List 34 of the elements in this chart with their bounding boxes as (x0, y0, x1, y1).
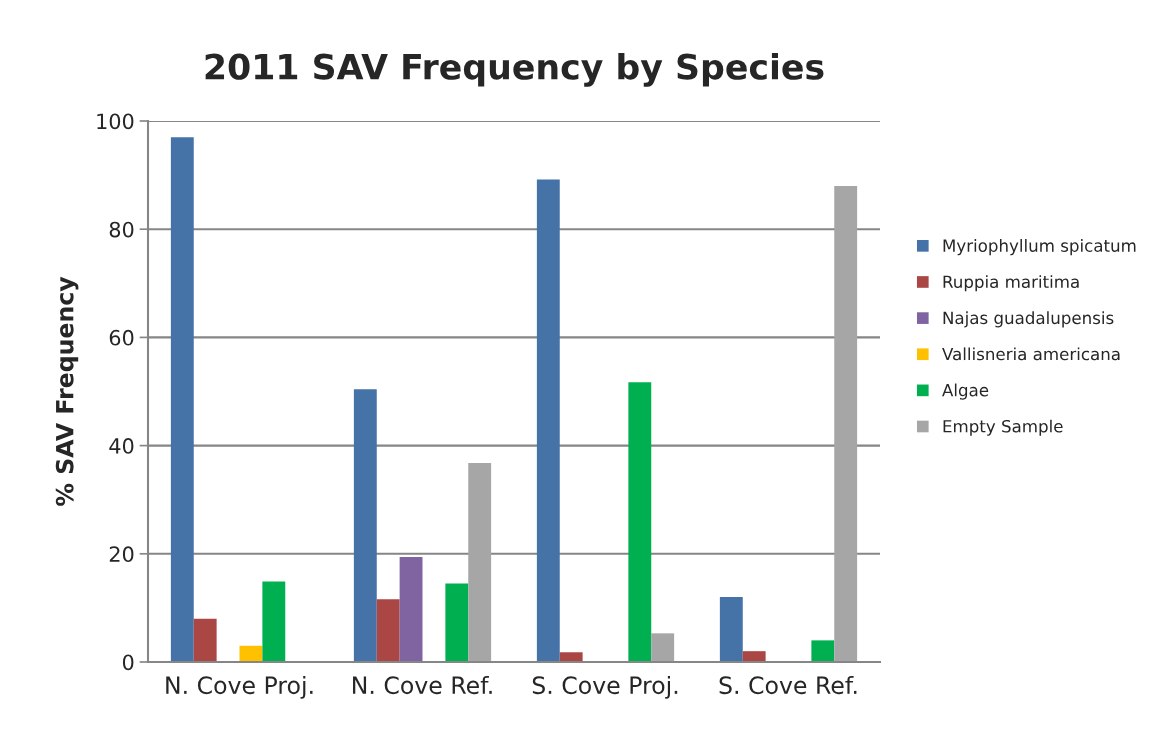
x-tick-label: S. Cove Ref. (719, 675, 857, 695)
y-tick-label: 0 (122, 654, 134, 671)
legend-label: Vallisneria americana (942, 347, 1120, 361)
bar (399, 557, 423, 662)
chart-title: 2011 SAV Frequency by Species (205, 52, 824, 87)
bar (170, 137, 194, 662)
y-axis-title: % SAV Frequency (55, 276, 79, 506)
bar (559, 652, 583, 662)
y-tick-label: 80 (109, 221, 134, 238)
legend-label: Algae (942, 383, 989, 400)
bar (445, 583, 469, 662)
bar (834, 185, 858, 662)
bar (468, 462, 492, 662)
bar (651, 633, 675, 662)
y-tick-label: 60 (109, 329, 134, 346)
y-tick-label: 20 (109, 546, 134, 563)
legend-label: Ruppia maritima (943, 275, 1079, 292)
legend-label: Empty Sample (943, 419, 1063, 436)
y-tick-label: 40 (109, 438, 134, 454)
x-tick-label: N. Cove Ref. (353, 675, 492, 695)
bar (742, 651, 766, 662)
bar (193, 618, 217, 662)
x-tick-label: S. Cove Proj. (532, 675, 678, 699)
bar (719, 597, 743, 662)
bar (262, 581, 286, 662)
legend-label: Najas guadalupensis (943, 311, 1114, 328)
y-tick-label: 100 (97, 113, 134, 130)
bar (811, 640, 835, 662)
bar (628, 382, 652, 662)
bar (353, 389, 377, 662)
legend-label: Myriophyllum spicatum (943, 239, 1136, 256)
bar (376, 599, 400, 662)
x-tick-label: N. Cove Proj. (166, 675, 313, 699)
bar (536, 179, 560, 662)
